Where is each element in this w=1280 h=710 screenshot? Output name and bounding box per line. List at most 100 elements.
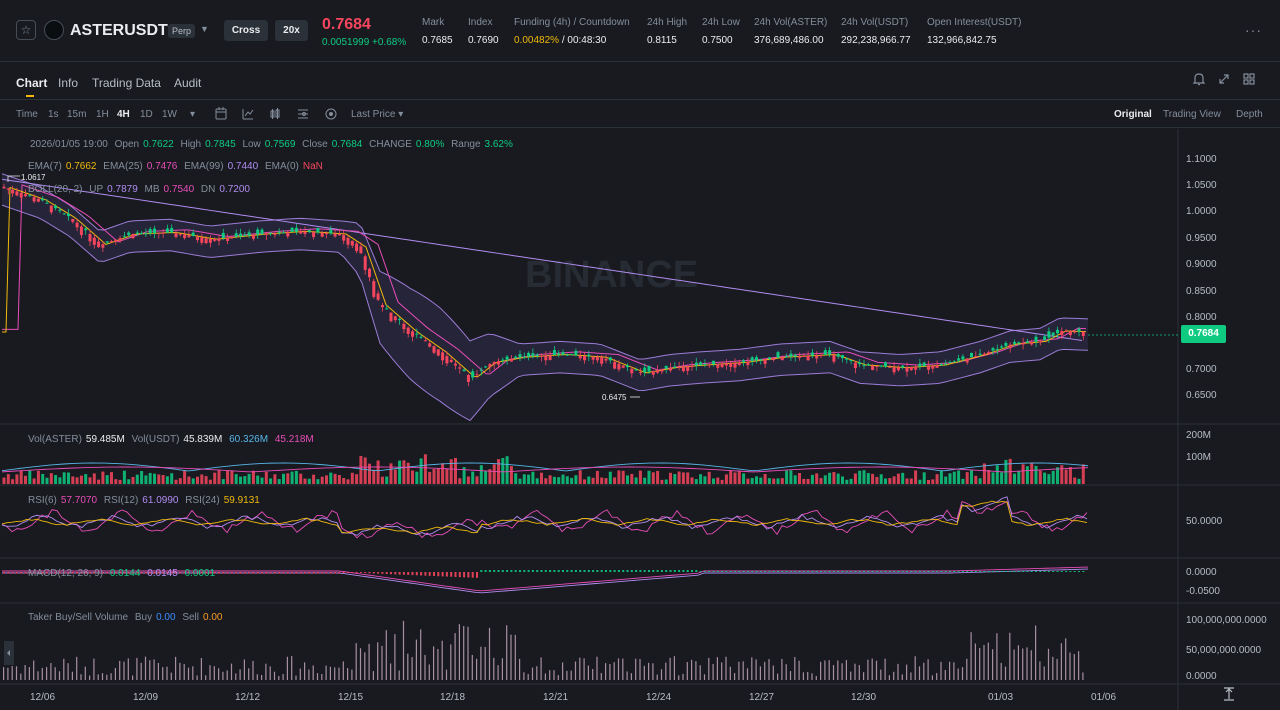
volume-bar	[445, 468, 449, 484]
expand-icon[interactable]	[1219, 74, 1229, 84]
target-icon[interactable]	[325, 108, 337, 120]
macd-bar	[89, 572, 91, 574]
buy-value: 0.00	[156, 612, 176, 623]
open-label: Open	[114, 139, 140, 150]
tab-trading-data[interactable]: Trading Data	[92, 76, 161, 90]
candle-body	[884, 362, 887, 367]
macd-bar	[209, 572, 212, 574]
boll-legend[interactable]: BOLL(20, 2) UP 0.7879 MB 0.7540 DN 0.7200	[28, 184, 254, 195]
volume-bar	[1073, 477, 1077, 484]
volusdt-label: Vol(USDT)	[131, 434, 180, 445]
volume-bar	[540, 472, 543, 484]
interval-4h[interactable]: 4H	[117, 109, 130, 120]
interval-1d[interactable]: 1D	[140, 109, 153, 120]
view-depth[interactable]: Depth	[1236, 109, 1263, 120]
taker-bar	[574, 661, 577, 680]
macd-bar	[617, 570, 620, 572]
boll-mb-label: MB	[144, 184, 160, 195]
symbol-title[interactable]: ASTERUSDT	[70, 22, 168, 39]
vol-value: 59.485M	[85, 434, 125, 445]
candle-body	[75, 222, 79, 228]
candle-body	[505, 356, 509, 360]
price-tick: 0.9500	[1186, 233, 1217, 244]
collapse-left-icon[interactable]	[4, 641, 14, 665]
grid-icon[interactable]	[1243, 73, 1255, 85]
interval-15m[interactable]: 15m	[67, 109, 87, 120]
volume-bar	[548, 475, 552, 484]
candle-body	[67, 213, 70, 217]
volume-legend[interactable]: Vol(ASTER) 59.485M Vol(USDT) 45.839M 60.32…	[28, 434, 318, 445]
macd-bar	[218, 572, 220, 574]
indicator-icon[interactable]	[242, 109, 254, 120]
chart-area[interactable]: BINANCE 1.1000 1.0500 1.0000 0.9500 0.90…	[0, 129, 1280, 710]
view-original[interactable]: Original	[1114, 109, 1152, 120]
candle-body	[1047, 331, 1051, 338]
current-price-tag: 0.7684	[1181, 325, 1226, 343]
ema-legend[interactable]: EMA(7) 0.7662 EMA(25) 0.7476 EMA(99) 0.7440…	[28, 161, 327, 172]
volume-bar	[978, 478, 982, 484]
stat-value: 0.8115	[647, 35, 677, 46]
price-type-select[interactable]: Last Price ▾	[351, 109, 404, 120]
calendar-icon[interactable]	[215, 107, 227, 120]
macd-bar	[441, 572, 444, 577]
candle-body	[643, 367, 647, 373]
macd-bar	[355, 572, 358, 573]
scroll-to-latest-icon[interactable]	[1224, 687, 1234, 701]
range-label: Range	[451, 139, 481, 150]
macd-legend[interactable]: MACD(12, 26, 9) 0.0144 0.0145 0.0001	[28, 568, 219, 579]
taker-bar	[858, 665, 860, 680]
volume-bar	[909, 478, 913, 484]
macd-bar	[519, 570, 521, 572]
taker-bar	[875, 660, 878, 680]
volume-bar	[187, 476, 191, 484]
chevron-down-icon[interactable]: ▾	[190, 109, 196, 120]
interval-1w[interactable]: 1W	[162, 109, 177, 120]
macd-bar	[755, 571, 758, 572]
volume-bar	[247, 473, 251, 484]
macd-bar	[24, 572, 27, 574]
candle-body	[720, 363, 724, 368]
taker-bar	[746, 668, 749, 680]
candle-body	[170, 227, 174, 233]
taker-bar	[1017, 645, 1019, 680]
taker-bar	[175, 656, 177, 680]
volume-bar	[871, 473, 875, 484]
candle-body	[793, 354, 797, 357]
leverage-button[interactable]: 20x	[275, 20, 308, 41]
star-icon[interactable]: ☆	[16, 20, 36, 40]
view-trading-view[interactable]: Trading View	[1163, 109, 1221, 120]
candle-body	[303, 231, 307, 234]
taker-bar	[187, 667, 190, 680]
candle-body	[380, 305, 384, 308]
volume-bar	[759, 477, 763, 484]
chevron-down-icon[interactable]: ▼	[200, 24, 209, 34]
taker-bar	[89, 675, 91, 680]
stat-funding: Funding (4h) / Countdown 0.00482% / 00:4…	[514, 17, 630, 46]
interval-time[interactable]: Time	[16, 109, 38, 120]
high-marker: 1.0617	[21, 173, 46, 182]
taker-bar	[695, 661, 697, 680]
taker-bar	[811, 673, 813, 680]
candle-body	[767, 357, 771, 359]
taker-legend[interactable]: Taker Buy/Sell Volume Buy 0.00 Sell 0.00	[28, 612, 226, 623]
tab-info[interactable]: Info	[58, 76, 79, 90]
interval-1h[interactable]: 1H	[96, 109, 109, 120]
bell-icon[interactable]	[1192, 73, 1206, 86]
volume-bar	[789, 470, 793, 484]
candle-settings-icon[interactable]	[270, 108, 280, 119]
candle-body	[1000, 346, 1004, 348]
boll-up-label: UP	[89, 184, 104, 195]
margin-mode-button[interactable]: Cross	[224, 20, 268, 41]
volume-bar	[681, 472, 685, 484]
volume-bar	[363, 457, 367, 484]
rsi-legend[interactable]: RSI(6) 57.7070 RSI(12) 61.0990 RSI(24) 59.9…	[28, 495, 264, 506]
taker-bar	[295, 675, 297, 680]
more-icon[interactable]: ···	[1245, 22, 1262, 38]
volume-bar	[221, 479, 225, 484]
interval-1s[interactable]: 1s	[48, 109, 59, 120]
tab-chart[interactable]: Chart	[16, 76, 48, 90]
settings-icon[interactable]	[298, 109, 308, 119]
chart-canvas[interactable]: BINANCE 1.1000 1.0500 1.0000 0.9500 0.90…	[0, 129, 1280, 710]
volume-bar	[746, 478, 750, 484]
tab-audit[interactable]: Audit	[174, 76, 202, 90]
